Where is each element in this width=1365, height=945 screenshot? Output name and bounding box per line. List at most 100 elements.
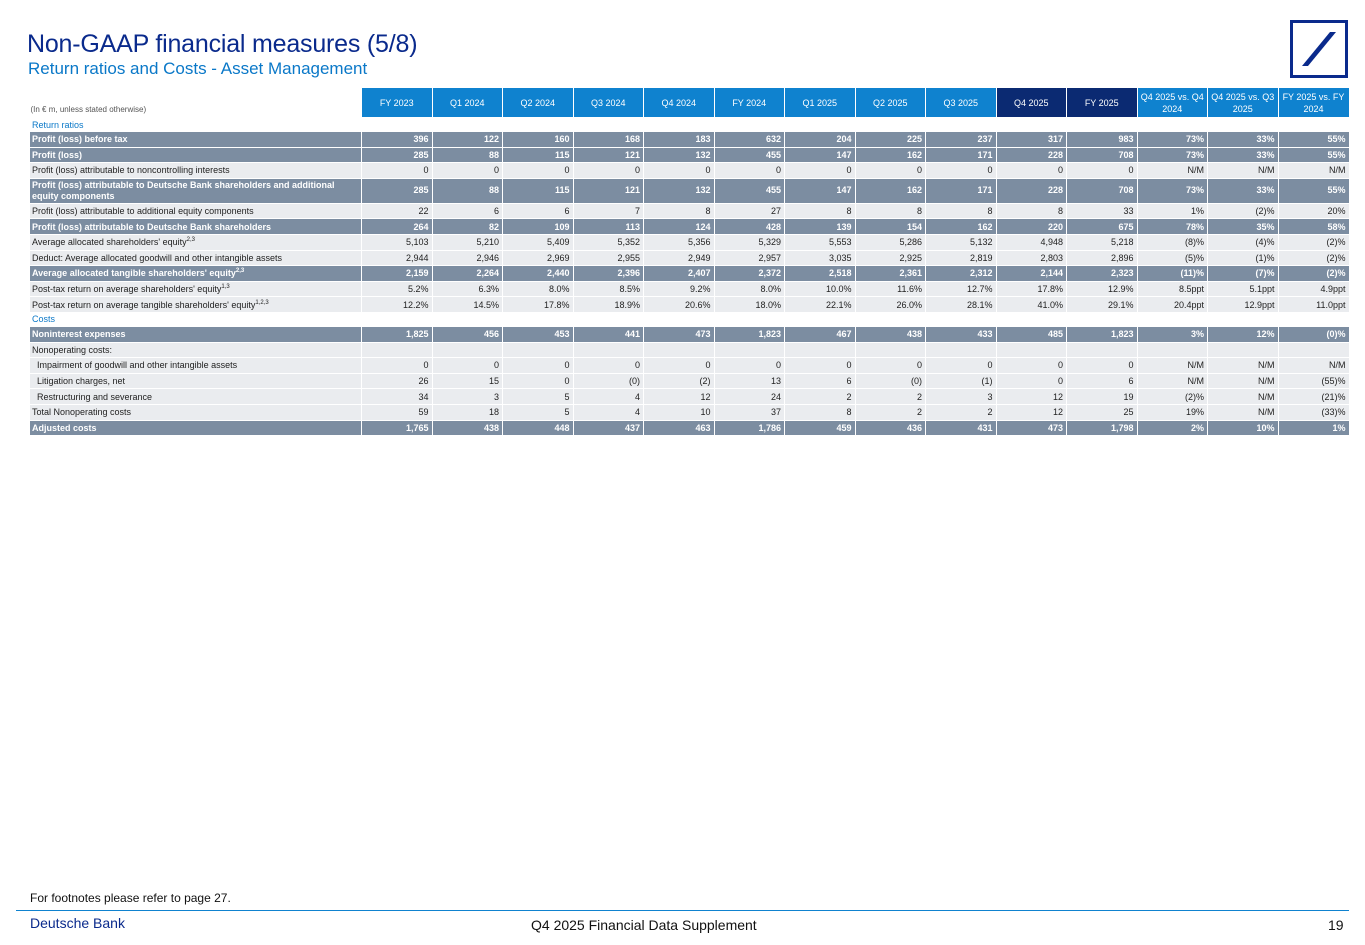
- table-cell: 433: [925, 325, 996, 343]
- table-cell: 27: [713, 202, 785, 219]
- table-cell: 441: [572, 325, 644, 343]
- table-cell: (2): [643, 372, 714, 389]
- table-cell: 17.8%: [502, 296, 573, 313]
- table-cell: 55%: [1277, 131, 1349, 148]
- table-cell: 12.2%: [361, 296, 432, 313]
- table-cell: (21)%: [1277, 388, 1349, 405]
- table-cell: 285: [361, 177, 432, 204]
- table-cell: 4.9ppt: [1277, 280, 1349, 297]
- table-cell: (2)%: [1136, 388, 1208, 405]
- table-row: Profit (loss) attributable to Deutsche B…: [29, 218, 1349, 235]
- table-cell: 225: [854, 131, 926, 148]
- table-cell: 171: [925, 146, 996, 163]
- row-label-text: Adjusted costs: [32, 422, 97, 433]
- table-cell: 2,312: [925, 265, 996, 282]
- table-cell: 11.0ppt: [1277, 296, 1349, 313]
- table-cell: 162: [925, 218, 996, 235]
- table-cell: 708: [1066, 177, 1137, 204]
- table-cell: 109: [502, 218, 573, 235]
- footnote: For footnotes please refer to page 27.: [30, 891, 231, 905]
- table-cell: 20.4ppt: [1136, 296, 1208, 313]
- table-cell: 8.0%: [713, 280, 785, 297]
- table-cell: 8: [784, 202, 855, 219]
- table-cell: 2,949: [643, 249, 714, 266]
- table-row: Profit (loss) attributable to noncontrol…: [29, 162, 1349, 179]
- table-cell: 162: [854, 177, 926, 204]
- table-cell: 82: [431, 218, 503, 235]
- table-cell: 6: [784, 372, 855, 389]
- table-cell: 0: [502, 357, 573, 374]
- table-cell: 3: [925, 388, 996, 405]
- table-cell: 228: [995, 146, 1067, 163]
- table-cell: (2)%: [1277, 249, 1349, 266]
- table-cell: 428: [713, 218, 785, 235]
- page-subtitle: Return ratios and Costs - Asset Manageme…: [28, 59, 368, 78]
- table-cell: 467: [784, 325, 855, 343]
- unit-note: (In € m, unless stated otherwise): [29, 88, 362, 118]
- table-cell: 115: [502, 177, 573, 204]
- table-cell: 2,944: [361, 249, 432, 266]
- table-cell: 88: [431, 146, 503, 163]
- table-cell: 0: [572, 357, 644, 374]
- table-row: Noninterest expenses 1,825 456 453 441 473 1,8…: [29, 325, 1349, 343]
- table-cell: (33)%: [1277, 403, 1349, 420]
- table-cell: N/M: [1136, 162, 1208, 179]
- table-cell: (2)%: [1277, 233, 1349, 251]
- table-cell: 0: [502, 372, 573, 389]
- table-cell: 5,409: [502, 233, 573, 251]
- table-cell: 0: [361, 357, 432, 374]
- row-label-text: Profit (loss) attributable to Deutsche B…: [32, 179, 335, 201]
- row-label-text: Noninterest expenses: [32, 329, 126, 340]
- table-cell: 220: [995, 218, 1067, 235]
- table-cell: 88: [431, 177, 503, 204]
- row-label: Litigation charges, net: [29, 372, 362, 389]
- table-row: Post-tax return on average tangible shar…: [29, 296, 1349, 313]
- table-cell: 10%: [1207, 419, 1278, 436]
- table-cell: 147: [784, 146, 855, 163]
- table-cell: 473: [995, 419, 1067, 436]
- column-header: Q4 2025 vs. Q3 2025: [1207, 88, 1278, 118]
- table-cell: 2: [925, 403, 996, 420]
- table-cell: (1): [925, 372, 996, 389]
- table-cell: 33%: [1207, 177, 1278, 204]
- table-cell: (0)%: [1277, 325, 1349, 343]
- row-label: Restructuring and severance: [29, 388, 362, 405]
- table-row: Profit (loss) attributable to Deutsche B…: [29, 177, 1349, 204]
- table-cell: 264: [361, 218, 432, 235]
- table-cell: [431, 341, 503, 358]
- table-cell: 2,955: [572, 249, 644, 266]
- table-cell: 2,969: [502, 249, 573, 266]
- table-cell: [1066, 341, 1137, 358]
- table-row: Average allocated tangible shareholders'…: [29, 265, 1349, 282]
- table-cell: 25: [1066, 403, 1137, 420]
- table-cell: 5.2%: [361, 280, 432, 297]
- row-label: Noninterest expenses: [29, 325, 362, 343]
- table-cell: 8: [925, 202, 996, 219]
- table-cell: 317: [995, 131, 1067, 148]
- column-header: FY 2025 vs. FY 2024: [1277, 88, 1349, 118]
- table-cell: 453: [502, 325, 573, 343]
- table-cell: (55)%: [1277, 372, 1349, 389]
- table-cell: 13: [713, 372, 785, 389]
- table-cell: 35%: [1207, 218, 1278, 235]
- table-cell: (5)%: [1136, 249, 1208, 266]
- page-title: Non-GAAP financial measures (5/8): [27, 30, 418, 58]
- column-header: Q2 2025: [854, 88, 926, 118]
- table-cell: 115: [502, 146, 573, 163]
- column-header: FY 2025: [1066, 88, 1137, 118]
- table-cell: 9.2%: [643, 280, 714, 297]
- table-cell: 8.5%: [572, 280, 644, 297]
- table-cell: 0: [361, 162, 432, 179]
- table-row: Litigation charges, net 26 15 0 (0) (2) 13 6 (0)…: [29, 372, 1349, 389]
- row-label-text: Total Nonoperating costs: [32, 407, 132, 418]
- table-cell: (8)%: [1136, 233, 1208, 251]
- table-cell: 2,518: [784, 265, 855, 282]
- table-cell: 24: [713, 388, 785, 405]
- table-cell: 26.0%: [854, 296, 926, 313]
- table-row: Nonoperating costs:: [29, 341, 1349, 358]
- footnote-reference: 1,3: [221, 284, 230, 291]
- column-header: Q2 2024: [502, 88, 573, 118]
- row-label-text: Profit (loss) attributable to Deutsche B…: [32, 221, 272, 232]
- table-cell: 14.5%: [431, 296, 503, 313]
- table-cell: 0: [431, 357, 503, 374]
